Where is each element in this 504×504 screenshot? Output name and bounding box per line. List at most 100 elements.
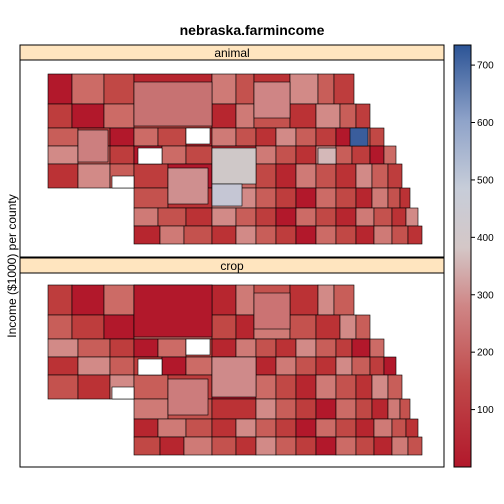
map-animal: [47, 73, 423, 245]
county: [315, 436, 337, 456]
county: [369, 145, 385, 165]
county: [391, 436, 409, 456]
county: [315, 163, 337, 189]
county: [295, 163, 317, 189]
county: [355, 187, 373, 209]
county: [235, 436, 257, 456]
county: [47, 356, 79, 376]
county: [355, 103, 371, 129]
county: [275, 398, 297, 420]
county: [383, 356, 397, 376]
county: [355, 398, 373, 420]
county: [289, 314, 317, 340]
county: [47, 145, 79, 165]
county: [235, 284, 255, 316]
county: [157, 418, 187, 438]
county: [335, 418, 357, 438]
county: [295, 398, 317, 420]
county: [253, 81, 291, 119]
county: [71, 73, 105, 105]
county: [211, 127, 237, 147]
county: [399, 398, 411, 420]
color-key-tick-label: 500: [477, 175, 494, 186]
county: [109, 145, 135, 165]
county: [339, 314, 357, 340]
county: [391, 418, 407, 438]
county: [255, 398, 277, 420]
county: [133, 81, 213, 127]
county: [255, 436, 277, 456]
county: [355, 163, 373, 189]
missing-county: [111, 386, 135, 400]
county: [235, 225, 257, 245]
color-key-tick-label: 200: [477, 348, 494, 359]
county: [275, 338, 297, 358]
county: [315, 338, 337, 358]
county: [159, 436, 185, 456]
county: [133, 187, 169, 209]
county: [315, 187, 337, 209]
county: [255, 145, 277, 165]
county: [77, 129, 109, 163]
county: [335, 225, 357, 245]
county: [185, 418, 213, 438]
county: [211, 418, 237, 438]
missing-county: [137, 358, 163, 376]
missing-county: [137, 147, 163, 165]
county: [371, 374, 389, 400]
county: [335, 187, 357, 209]
county: [335, 356, 353, 376]
county: [183, 436, 213, 456]
county: [47, 103, 73, 129]
county: [399, 187, 411, 209]
county: [335, 163, 357, 189]
county: [211, 147, 257, 185]
county: [109, 127, 135, 147]
county: [289, 73, 319, 105]
county: [161, 356, 187, 376]
county: [133, 436, 161, 456]
county: [335, 374, 357, 400]
county: [103, 314, 135, 340]
county: [289, 284, 319, 316]
county: [407, 225, 423, 245]
county: [333, 73, 355, 105]
county: [211, 356, 257, 398]
county: [255, 225, 277, 245]
county: [275, 207, 297, 227]
county: [351, 145, 371, 165]
county: [235, 314, 255, 340]
map-crop: [47, 284, 423, 456]
county: [109, 356, 135, 376]
county: [255, 374, 277, 400]
county: [157, 338, 187, 358]
county: [315, 103, 341, 129]
county: [275, 225, 297, 245]
county: [103, 284, 135, 316]
county: [387, 374, 403, 400]
county: [275, 127, 297, 147]
county: [167, 378, 209, 416]
panel-crop: crop: [19, 257, 445, 468]
county: [339, 103, 357, 129]
county: [133, 163, 169, 189]
chart-title: nebraska.farmincome: [180, 22, 325, 38]
county: [317, 73, 335, 105]
county: [355, 207, 375, 227]
county: [373, 207, 393, 227]
county: [295, 187, 317, 209]
county: [255, 418, 277, 438]
county: [211, 338, 237, 358]
missing-county: [185, 127, 211, 145]
county: [335, 145, 353, 165]
county: [295, 145, 317, 165]
county: [289, 103, 317, 129]
county: [133, 398, 169, 420]
county: [369, 356, 385, 376]
county: [373, 436, 393, 456]
panel-crop-strip-label: crop: [220, 259, 244, 273]
county: [183, 225, 213, 245]
county: [355, 225, 375, 245]
county: [211, 225, 237, 245]
county: [211, 73, 237, 105]
